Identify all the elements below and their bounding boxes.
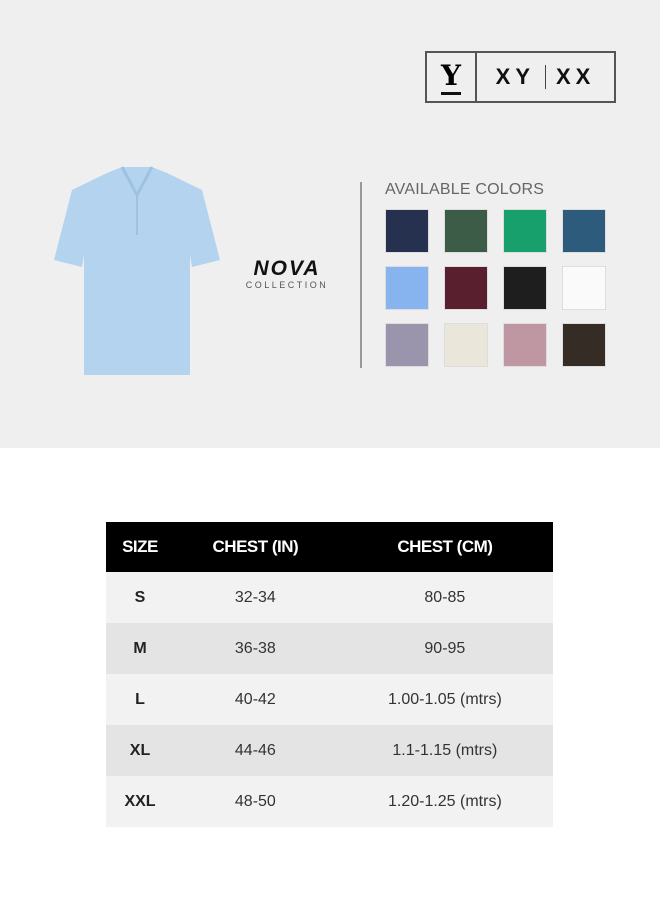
table-cell: 1.20-1.25 (mtrs)	[336, 776, 553, 827]
polo-shirt-image	[54, 166, 220, 375]
color-swatch	[444, 266, 488, 310]
color-swatch	[385, 209, 429, 253]
brand-logo: Y XY XX	[425, 51, 616, 103]
color-swatch	[385, 323, 429, 367]
header-size: SIZE	[106, 522, 174, 572]
table-row: S 32-34 80-85	[106, 572, 553, 623]
color-swatch	[503, 323, 547, 367]
table-cell: 48-50	[174, 776, 337, 827]
color-swatch	[562, 323, 606, 367]
divider	[360, 182, 362, 368]
table-row: L 40-42 1.00-1.05 (mtrs)	[106, 674, 553, 725]
table-row: XXL 48-50 1.20-1.25 (mtrs)	[106, 776, 553, 827]
collection-logo: NOVA COLLECTION	[245, 257, 329, 291]
size-chart-table: SIZE CHEST (IN) CHEST (CM) S 32-34 80-85 M 3…	[106, 522, 553, 827]
header-chest-cm: CHEST (CM)	[336, 522, 553, 572]
header-chest-in: CHEST (IN)	[174, 522, 337, 572]
color-swatch-grid	[385, 209, 606, 367]
brand-mark-icon: Y	[427, 53, 477, 101]
table-cell: XXL	[106, 776, 174, 827]
table-cell: L	[106, 674, 174, 725]
product-banner: Y XY XX NOVA COLLECTION AVAILABLE COLORS	[0, 0, 660, 448]
table-cell: 32-34	[174, 572, 337, 623]
color-swatch	[444, 209, 488, 253]
table-cell: 1.00-1.05 (mtrs)	[336, 674, 553, 725]
color-swatch	[562, 209, 606, 253]
table-cell: 44-46	[174, 725, 337, 776]
color-swatch	[503, 209, 547, 253]
table-row: M 36-38 90-95	[106, 623, 553, 674]
table-cell: 80-85	[336, 572, 553, 623]
available-colors-title: AVAILABLE COLORS	[385, 181, 545, 198]
color-swatch	[503, 266, 547, 310]
brand-text-right: XX	[556, 64, 596, 89]
table-cell: 90-95	[336, 623, 553, 674]
table-cell: 1.1-1.15 (mtrs)	[336, 725, 553, 776]
color-swatch	[444, 323, 488, 367]
brand-text-left: XY	[495, 64, 535, 89]
table-cell: S	[106, 572, 174, 623]
color-swatch	[385, 266, 429, 310]
table-cell: 40-42	[174, 674, 337, 725]
color-swatch	[562, 266, 606, 310]
table-row: XL 44-46 1.1-1.15 (mtrs)	[106, 725, 553, 776]
table-cell: M	[106, 623, 174, 674]
table-cell: 36-38	[174, 623, 337, 674]
table-cell: XL	[106, 725, 174, 776]
